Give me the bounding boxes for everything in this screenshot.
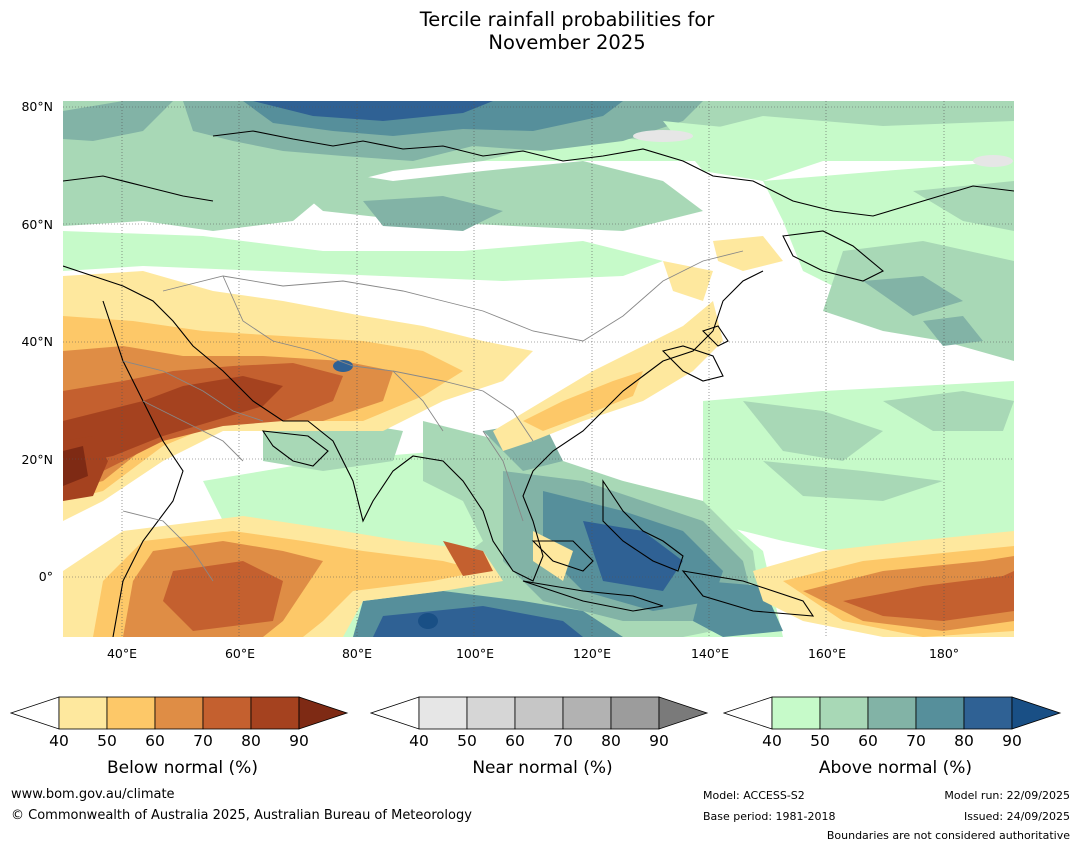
rainfall-probability-map	[63, 101, 1014, 637]
tick-near-50: 50	[457, 732, 477, 750]
below-normal-region-west-asia	[63, 271, 533, 521]
chart-title: Tercile rainfall probabilities for Novem…	[0, 8, 1081, 54]
tick-above-90: 90	[1002, 732, 1022, 750]
lon-label-160e: 160°E	[807, 646, 846, 661]
model-name: Model: ACCESS-S2	[703, 789, 805, 802]
map-gridlines	[63, 101, 1014, 637]
tick-below-80: 80	[241, 732, 261, 750]
map-canvas	[63, 101, 1014, 637]
swatch-above-80	[963, 696, 1013, 730]
swatch-above-60	[867, 696, 917, 730]
swatch-below-70	[202, 696, 252, 730]
swatch-near-70	[562, 696, 612, 730]
tick-near-60: 60	[505, 732, 525, 750]
lon-label-80e: 80°E	[341, 646, 373, 661]
lat-label-0: 0°	[38, 569, 53, 584]
tick-above-70: 70	[906, 732, 926, 750]
swatch-below-40	[58, 696, 108, 730]
colorbar-above-swatches	[723, 696, 1062, 730]
title-line-2: November 2025	[488, 31, 646, 54]
tick-above-40: 40	[762, 732, 782, 750]
below-normal-region-east-asia	[493, 236, 783, 451]
swatch-below-80	[250, 696, 300, 730]
country-borders	[122, 250, 744, 582]
swatch-above-40	[771, 696, 821, 730]
tick-below-50: 50	[97, 732, 117, 750]
tick-above-60: 60	[858, 732, 878, 750]
coastlines	[63, 130, 1014, 637]
lat-label-80n: 80°N	[21, 99, 53, 114]
below-normal-region-equatorial	[63, 516, 1014, 637]
tick-below-60: 60	[145, 732, 165, 750]
lat-label-60n: 60°N	[21, 217, 53, 232]
swatch-near-40	[418, 696, 468, 730]
lon-label-120e: 120°E	[572, 646, 611, 661]
lon-label-40e: 40°E	[106, 646, 138, 661]
swatch-above-70	[915, 696, 965, 730]
lon-label-60e: 60°E	[224, 646, 256, 661]
lat-label-20n: 20°N	[21, 452, 53, 467]
colorbar-below-swatches	[10, 696, 349, 730]
tick-near-90: 90	[649, 732, 669, 750]
swatch-above-50	[819, 696, 869, 730]
issued-date: Issued: 24/09/2025	[963, 810, 1070, 823]
tick-above-50: 50	[810, 732, 830, 750]
lon-label-180: 180°	[928, 646, 960, 661]
lon-label-100e: 100°E	[455, 646, 494, 661]
tick-near-70: 70	[553, 732, 573, 750]
bom-url-link[interactable]: www.bom.gov.au/climate	[11, 787, 175, 802]
lat-label-40n: 40°N	[21, 334, 53, 349]
swatch-near-50	[466, 696, 516, 730]
swatch-below-90	[298, 696, 349, 730]
boundaries-disclaimer: Boundaries are not considered authoritat…	[826, 829, 1070, 842]
colorbar-below-normal: 40 50 60 70 80 90 Below normal (%)	[10, 690, 355, 785]
tick-near-80: 80	[601, 732, 621, 750]
tick-below-70: 70	[193, 732, 213, 750]
swatch-below-60	[154, 696, 204, 730]
tick-near-40: 40	[409, 732, 429, 750]
swatch-near-80	[610, 696, 660, 730]
tick-below-40: 40	[49, 732, 69, 750]
colorbar-above-normal: 40 50 60 70 80 90 Above normal (%)	[723, 690, 1068, 785]
copyright-text: © Commonwealth of Australia 2025, Austra…	[11, 808, 472, 823]
tick-below-90: 90	[289, 732, 309, 750]
swatch-below-50	[106, 696, 156, 730]
above-normal-region-pacific	[703, 316, 1014, 571]
swatch-near-90	[658, 696, 709, 730]
tick-above-80: 80	[954, 732, 974, 750]
lon-label-140e: 140°E	[690, 646, 729, 661]
title-line-1: Tercile rainfall probabilities for	[419, 8, 715, 31]
swatch-above-90	[1011, 696, 1062, 730]
colorbar-near-normal: 40 50 60 70 80 90 Near normal (%)	[370, 690, 715, 785]
colorbar-below-label: Below normal (%)	[107, 758, 258, 778]
colorbar-near-swatches	[370, 696, 709, 730]
base-period: Base period: 1981-2018	[703, 810, 836, 823]
swatch-near-60	[514, 696, 564, 730]
colorbar-near-label: Near normal (%)	[472, 758, 613, 778]
colorbar-above-label: Above normal (%)	[818, 758, 973, 778]
model-run-date: Model run: 22/09/2025	[944, 789, 1070, 802]
